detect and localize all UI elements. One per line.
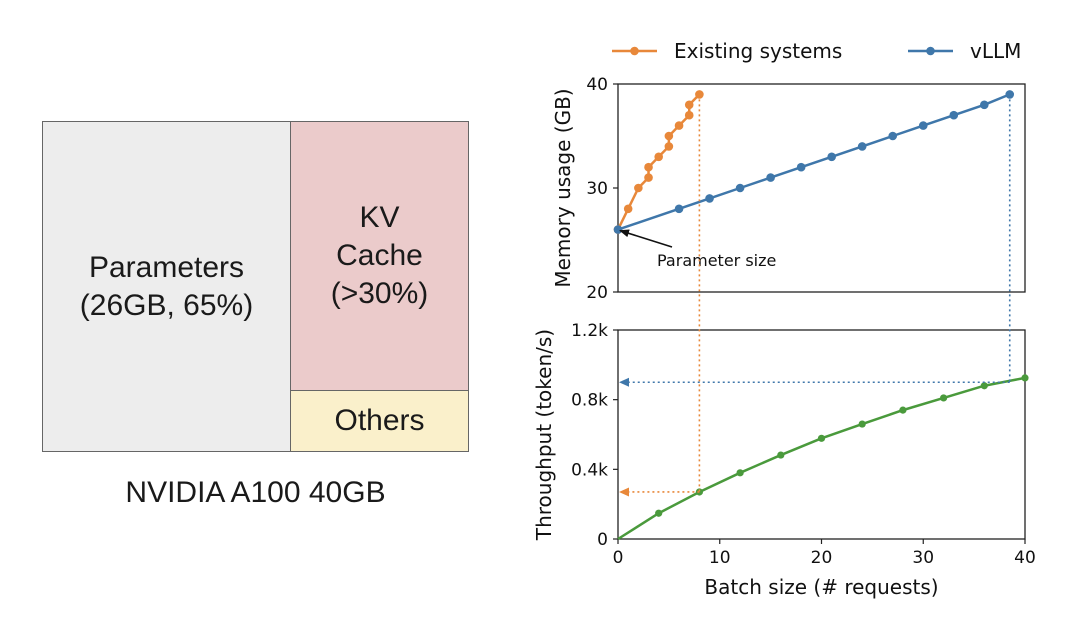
others-label: Others	[334, 403, 425, 437]
kv-cache-label-line3: (>30%)	[330, 277, 429, 311]
legend-marker-vllm	[926, 46, 935, 56]
throughput-ytick-label: 1.2k	[571, 321, 608, 341]
throughput-plot-frame	[617, 329, 1026, 540]
throughput-series-point	[777, 451, 785, 459]
memory-series-point	[1005, 90, 1015, 99]
throughput-series-point	[858, 420, 866, 428]
parameters-label-line2: (26GB, 65%)	[79, 288, 254, 322]
throughput-xlabel: Batch size (# requests)	[704, 575, 938, 599]
memory-series-point	[684, 100, 694, 110]
memory-series-point	[827, 152, 836, 162]
throughput-ytick-label: 0	[597, 530, 608, 550]
memory-series-point	[735, 183, 745, 193]
parameter-size-arrow	[619, 229, 673, 248]
others-block: Others	[290, 390, 469, 452]
memory-series-point	[674, 121, 684, 130]
throughput-series-point	[940, 394, 948, 402]
memory-series-point	[857, 142, 867, 151]
kv-cache-label: KV Cache (>30%)	[291, 199, 468, 313]
memory-usage-chart: 20 30 40 Memory usage (GB) Parameter size	[551, 75, 1026, 303]
legend-label-vllm: vLLM	[970, 39, 1021, 63]
memory-ytick-label: 30	[586, 179, 608, 199]
parameter-size-annotation: Parameter size	[657, 251, 776, 270]
parameters-block: Parameters (26GB, 65%)	[42, 121, 291, 452]
throughput-series-point	[655, 509, 663, 517]
memory-series-point	[796, 162, 806, 172]
throughput-xtick-label: 0	[613, 548, 624, 568]
reference-lines	[619, 94, 1011, 497]
memory-series-point	[766, 173, 775, 182]
memory-series-point	[949, 110, 959, 120]
throughput-xtick-label: 30	[912, 548, 934, 568]
parameters-label-line1: Parameters	[88, 250, 245, 284]
throughput-chart: 0 0.4k 0.8k 1.2k 0 10 20 30 40 Batch size (# requ…	[532, 321, 1036, 599]
throughput-series-line	[617, 376, 1026, 541]
chart-legend: Existing systems vLLM	[612, 39, 1021, 63]
throughput-series-point	[899, 406, 907, 414]
memory-series-point	[644, 173, 653, 182]
memory-series-point	[695, 90, 704, 99]
memory-series-point	[613, 225, 623, 234]
legend-label-existing: Existing systems	[674, 39, 842, 63]
memory-series-point	[684, 110, 694, 120]
memory-series-point	[623, 204, 633, 214]
throughput-xtick-label: 10	[709, 548, 731, 568]
kv-cache-label-line2: Cache	[336, 238, 423, 272]
memory-series-point	[634, 183, 643, 193]
throughput-series-point	[736, 469, 744, 477]
gpu-caption: NVIDIA A100 40GB	[125, 476, 386, 509]
throughput-series-point	[817, 434, 826, 442]
throughput-xtick-label: 20	[811, 548, 833, 568]
memory-series-point	[664, 142, 674, 151]
memory-series-point	[918, 121, 928, 130]
memory-ylabel: Memory usage (GB)	[551, 88, 575, 287]
memory-series-point	[654, 152, 663, 162]
memory-series-point	[980, 100, 989, 110]
legend-marker-existing	[630, 46, 639, 56]
kv-cache-label-line1: KV	[359, 200, 400, 234]
throughput-ytick-label: 0.8k	[571, 391, 608, 411]
throughput-xtick-label: 40	[1014, 548, 1036, 568]
memory-series-point	[664, 131, 674, 141]
throughput-series-point	[980, 382, 988, 390]
memory-ytick-label: 20	[586, 283, 608, 303]
memory-series-point	[705, 194, 714, 203]
throughput-ytick-label: 0.4k	[571, 460, 608, 480]
memory-ytick-label: 40	[586, 75, 608, 95]
ref-arrowhead-vllm	[619, 377, 629, 387]
ref-arrowhead-existing	[619, 487, 629, 497]
memory-series-point	[644, 162, 653, 172]
throughput-series-point	[1021, 374, 1029, 382]
memory-series-point	[888, 131, 898, 141]
kv-cache-block: KV Cache (>30%)	[290, 121, 469, 391]
memory-series-point	[674, 204, 684, 214]
throughput-ylabel: Throughput (token/s)	[532, 329, 556, 541]
parameters-label: Parameters (26GB, 65%)	[43, 248, 290, 324]
